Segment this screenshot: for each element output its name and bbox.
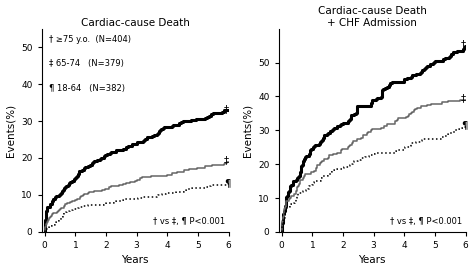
Title: Cardiac-cause Death
+ CHF Admission: Cardiac-cause Death + CHF Admission — [318, 6, 427, 28]
Text: ‡ 65-74   (N=379): ‡ 65-74 (N=379) — [49, 59, 124, 68]
Text: † ≥75 y.o.  (N=404): † ≥75 y.o. (N=404) — [49, 35, 131, 44]
Text: †: † — [461, 39, 466, 49]
Text: † vs ‡, ¶ P<0.001: † vs ‡, ¶ P<0.001 — [390, 217, 462, 226]
Text: ‡: ‡ — [461, 93, 466, 103]
X-axis label: Years: Years — [358, 256, 386, 265]
Text: ¶: ¶ — [461, 120, 467, 130]
Text: † vs ‡, ¶ P<0.001: † vs ‡, ¶ P<0.001 — [153, 217, 225, 226]
X-axis label: Years: Years — [121, 256, 149, 265]
Y-axis label: Events(%): Events(%) — [243, 104, 253, 157]
Text: ‡: ‡ — [224, 156, 229, 166]
Y-axis label: Events(%): Events(%) — [6, 104, 16, 157]
Title: Cardiac-cause Death: Cardiac-cause Death — [81, 18, 190, 28]
Text: †: † — [224, 104, 229, 114]
Text: ¶ 18-64   (N=382): ¶ 18-64 (N=382) — [49, 83, 125, 93]
Text: ¶: ¶ — [224, 178, 230, 188]
